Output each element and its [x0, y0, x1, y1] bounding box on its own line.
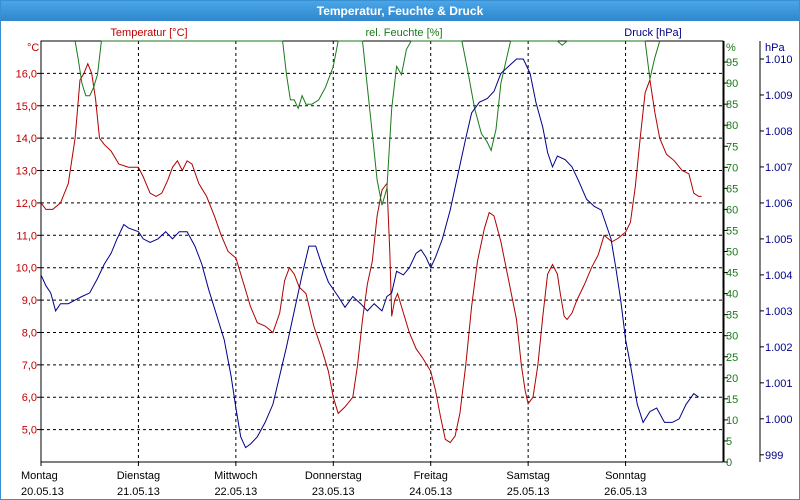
humidity-tick-label: 45: [726, 268, 738, 280]
humidity-tick-label: 35: [726, 310, 738, 322]
humidity-tick-label: 30: [726, 331, 738, 343]
temperature-tick-label: 7,0: [22, 360, 37, 372]
chart-title: Temperatur, Feuchte & Druck: [1, 1, 799, 21]
grid: [40, 40, 724, 463]
temperature-unit-label: °C: [27, 42, 39, 54]
series-line-pressure: [40, 58, 699, 449]
temperature-tick-label: 14,0: [16, 133, 37, 145]
x-tick-date: 26.05.13: [604, 486, 647, 498]
humidity-tick-label: 20: [726, 373, 738, 385]
temperature-tick-label: 12,0: [16, 198, 37, 210]
humidity-tick-label: 25: [726, 352, 738, 364]
pressure-axis-title: Druck [hPa]: [624, 27, 681, 39]
temperature-tick-label: 6,0: [22, 392, 37, 404]
humidity-tick-label: 70: [726, 162, 738, 174]
x-tick-day: Samstag: [506, 470, 549, 482]
temperature-axis-title: Temperatur [°C]: [110, 27, 187, 39]
x-tick-day: Freitag: [414, 470, 448, 482]
pressure-tick-label: 1.001: [765, 378, 793, 390]
x-tick-date: 20.05.13: [21, 486, 64, 498]
x-tick-date: 23.05.13: [312, 486, 355, 498]
x-tick-date: 22.05.13: [214, 486, 257, 498]
pressure-tick-label: 1.005: [765, 234, 793, 246]
temperature-tick-label: 16,0: [16, 68, 37, 80]
pressure-unit-label: hPa: [765, 42, 785, 54]
humidity-tick-label: 65: [726, 183, 738, 195]
humidity-axis-title: rel. Feuchte [%]: [365, 27, 442, 39]
x-tick-date: 21.05.13: [117, 486, 160, 498]
pressure-tick-label: 1.008: [765, 126, 793, 138]
x-tick-day: Sonntag: [605, 470, 646, 482]
humidity-tick-label: 85: [726, 99, 738, 111]
x-tick-date: 24.05.13: [409, 486, 452, 498]
pressure-tick-label: 1.002: [765, 342, 793, 354]
x-tick-day: Donnerstag: [305, 470, 362, 482]
plot-frame: [40, 40, 724, 463]
pressure-tick-label: 1.000: [765, 414, 793, 426]
humidity-tick-label: 40: [726, 289, 738, 301]
humidity-tick-label: 15: [726, 394, 738, 406]
humidity-tick-label: 80: [726, 120, 738, 132]
series-line-temperature: [40, 62, 702, 444]
humidity-tick-label: 95: [726, 57, 738, 69]
pressure-tick-label: 1.003: [765, 306, 793, 318]
temperature-tick-label: 15,0: [16, 101, 37, 113]
humidity-tick-label: 90: [726, 78, 738, 90]
axes-layer: °C 16,0 15,0 14,0 13,0 12,0 11,0 10,0 9,0 8,0 7,0 6…: [16, 27, 793, 498]
series-layer: [40, 40, 702, 449]
humidity-unit-label: %: [726, 42, 736, 54]
temperature-tick-label: 8,0: [22, 327, 37, 339]
pressure-tick-label: 1.009: [765, 90, 793, 102]
humidity-tick-label: 75: [726, 141, 738, 153]
x-tick-day: Montag: [21, 470, 58, 482]
humidity-tick-label: 5: [726, 436, 732, 448]
pressure-tick-label: 1.007: [765, 162, 793, 174]
humidity-tick-label: 0: [726, 457, 732, 469]
humidity-tick-label: 55: [726, 225, 738, 237]
temperature-tick-label: 10,0: [16, 263, 37, 275]
temperature-tick-label: 5,0: [22, 425, 37, 437]
pressure-tick-label: 1.006: [765, 198, 793, 210]
pressure-tick-label: 1.010: [765, 54, 793, 66]
temperature-tick-label: 11,0: [16, 230, 37, 242]
temperature-tick-label: 9,0: [22, 295, 37, 307]
humidity-tick-label: 50: [726, 247, 738, 259]
x-tick-day: Mittwoch: [214, 470, 257, 482]
humidity-tick-label: 60: [726, 204, 738, 216]
series-line-humidity: [74, 40, 661, 206]
x-tick-day: Dienstag: [117, 470, 160, 482]
pressure-tick-label: 1.004: [765, 270, 793, 282]
temperature-tick-label: 13,0: [16, 166, 37, 178]
humidity-tick-label: 10: [726, 415, 738, 427]
x-tick-date: 25.05.13: [507, 486, 550, 498]
pressure-tick-label: 999: [765, 450, 783, 462]
